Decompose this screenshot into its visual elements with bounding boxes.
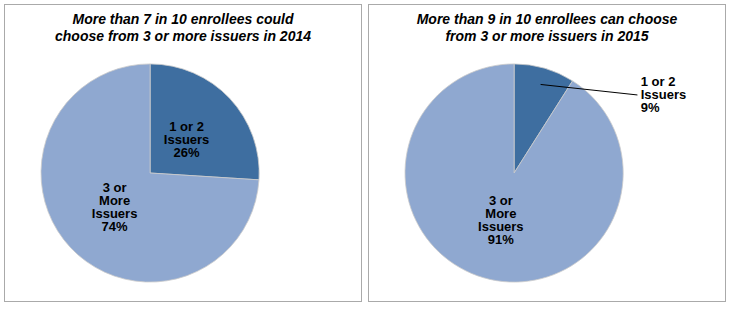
svg-text:3 orMoreIssuers74%: 3 orMoreIssuers74% (92, 180, 138, 234)
svg-text:3 orMoreIssuers91%: 3 orMoreIssuers91% (478, 193, 524, 247)
svg-text:1 or 2Issuers9%: 1 or 2Issuers9% (641, 74, 687, 115)
html-text:More than 9 in 10 enrollees ca: More than 9 in 10 enrollees can choose f… (416, 11, 678, 44)
html-text:More than 7 in 10 enrollees co: More than 7 in 10 enrollees could choose… (55, 11, 311, 44)
svg-text:1 or 2Issuers26%: 1 or 2Issuers26% (164, 119, 210, 160)
